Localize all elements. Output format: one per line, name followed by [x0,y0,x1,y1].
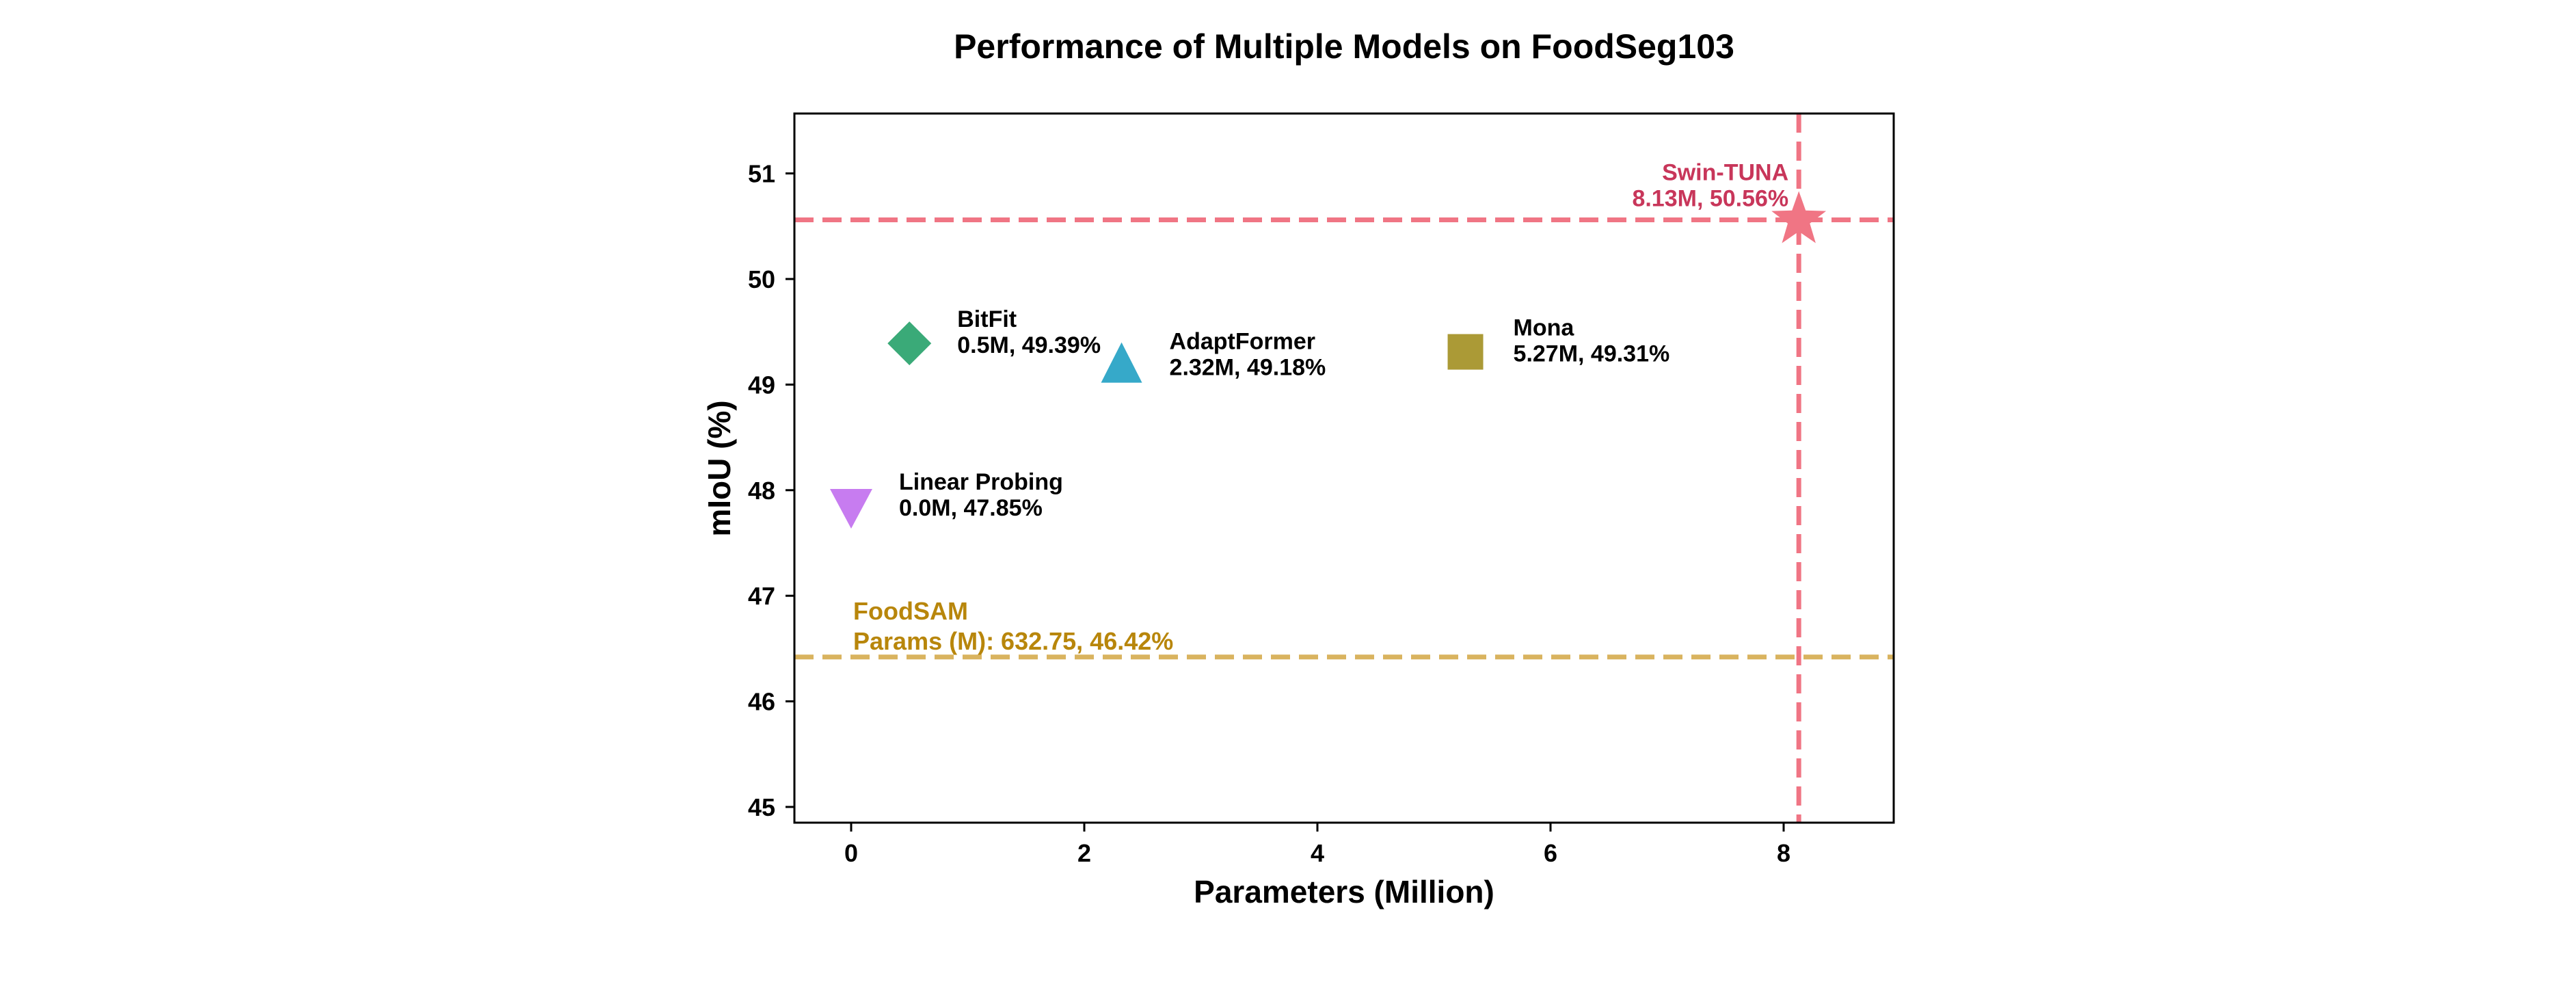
point-label-adaptformer: AdaptFormer 2.32M, 49.18% [1170,329,1326,381]
plot-frame [793,112,1895,824]
point-label-bitfit: BitFit 0.5M, 49.39% [957,306,1101,358]
x-tick-label: 0 [844,839,858,867]
x-tick-label: 8 [1777,839,1790,867]
y-axis-label: mIoU (%) [701,400,737,536]
y-tick-label: 47 [748,582,775,610]
y-tick-label: 48 [748,477,775,505]
point-label-swin-tuna: Swin-TUNA 8.13M, 50.56% [1632,160,1788,212]
marker-adaptformer [1101,342,1142,383]
reference-lines [794,114,1894,823]
y-tick-label: 49 [748,371,775,399]
y-tick-label: 51 [748,160,775,188]
point-label-linear-probing: Linear Probing 0.0M, 47.85% [899,469,1063,521]
x-axis: 0 2 4 6 8 [844,823,1790,867]
x-axis-label: Parameters (Million) [1194,874,1494,910]
x-tick-label: 2 [1077,839,1091,867]
point-label-mona: Mona 5.27M, 49.31% [1514,315,1670,367]
y-tick-label: 45 [748,793,775,821]
data-labels: Linear Probing 0.0M, 47.85% BitFit 0.5M, 49… [853,160,1788,655]
marker-mona [1447,334,1484,370]
marker-swin-tuna [1771,191,1827,243]
y-tick-label: 50 [748,265,775,293]
y-axis: 45 46 47 48 49 50 51 [748,160,794,821]
y-tick-label: 46 [748,688,775,716]
marker-bitfit [887,321,932,366]
x-tick-label: 6 [1544,839,1557,867]
x-tick-label: 4 [1311,839,1324,867]
reference-label-foodsam: FoodSAM Params (M): 632.75, 46.42% [853,597,1173,655]
data-markers [830,191,1827,529]
chart-title: Performance of Multiple Models on FoodSe… [954,27,1734,66]
marker-linear-probing [830,488,872,529]
